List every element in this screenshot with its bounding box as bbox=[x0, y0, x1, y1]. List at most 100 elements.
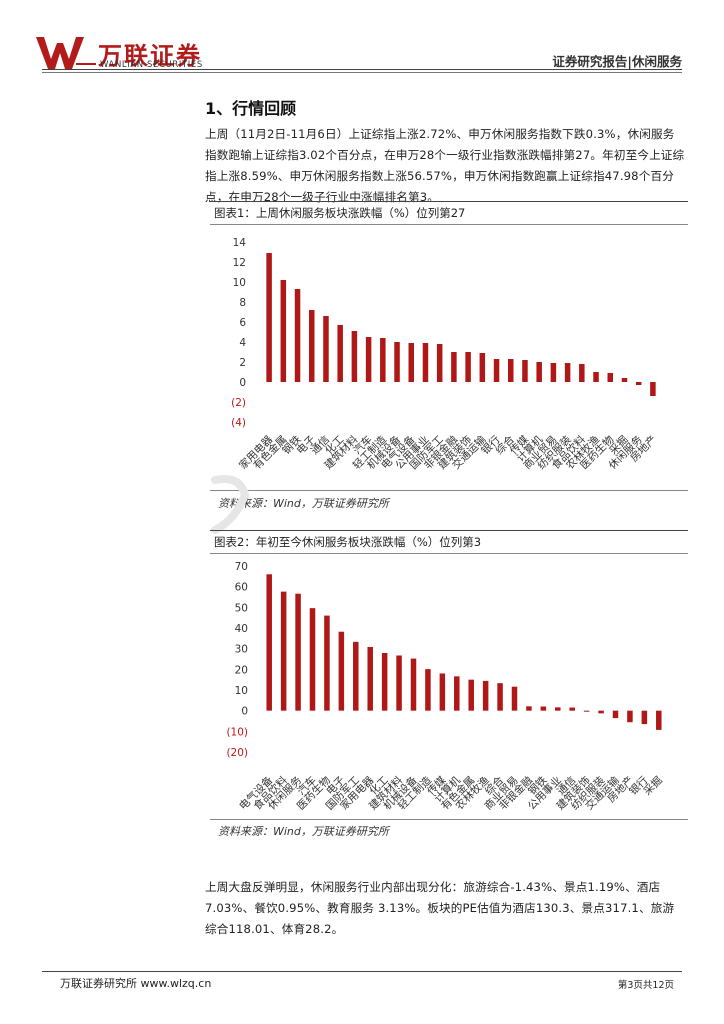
bar-轻工制造 bbox=[425, 669, 431, 711]
wanlian-logo-icon bbox=[36, 37, 96, 69]
y-tick-label: 0 bbox=[241, 706, 248, 718]
y-tick-label: 8 bbox=[239, 297, 246, 309]
bar-食品饮料 bbox=[579, 364, 585, 382]
bar-非银金融 bbox=[451, 352, 457, 382]
bar-建筑装饰 bbox=[465, 352, 471, 382]
bar-轻工制造 bbox=[380, 338, 386, 382]
bar-商业贸易 bbox=[511, 686, 518, 711]
bar-国防军工 bbox=[353, 641, 359, 711]
section-title: 1、行情回顾 bbox=[205, 99, 297, 118]
bar-综合 bbox=[497, 683, 503, 711]
bar-食品饮料 bbox=[280, 591, 287, 711]
figure2-title: 图表2：年初至今休闲服务板块涨跌幅（%）位列第3 bbox=[214, 535, 482, 549]
bar-机械设备 bbox=[394, 342, 400, 382]
figure2-bottom-rule bbox=[210, 819, 688, 820]
bar-农林牧渔 bbox=[593, 372, 599, 382]
y-tick-label: 4 bbox=[239, 337, 246, 349]
bar-建筑材料 bbox=[396, 655, 402, 711]
bar-电子 bbox=[309, 310, 315, 382]
sub-sector-paragraph: 上周大盘反弹明显，休闲服务行业内部出现分化：旅游综合-1.43%、景点1.19%… bbox=[205, 880, 675, 936]
chart1-weekly-change: 14121086420(2)(4)家用电器有色金属钢铁电子通信化工建筑材料汽车轻… bbox=[231, 237, 659, 472]
bar-电气设备 bbox=[408, 343, 414, 382]
bar-非银金融 bbox=[526, 706, 532, 711]
bar-纺织服装 bbox=[598, 710, 604, 714]
bar-钢铁 bbox=[294, 289, 301, 382]
chart2-ytd-change: 706050403020100(10)(20)电气设备食品饮料休闲服务汽车医药生… bbox=[226, 561, 664, 812]
y-tick-label: 10 bbox=[235, 685, 248, 697]
bar-房地产 bbox=[650, 382, 656, 396]
bar-休闲服务 bbox=[295, 593, 301, 711]
y-tick-label: 0 bbox=[239, 377, 246, 389]
watermark-icon bbox=[211, 475, 250, 534]
bar-采掘 bbox=[656, 710, 662, 730]
footer-divider bbox=[42, 971, 682, 972]
bar-纺织服装 bbox=[564, 363, 571, 382]
bar-传媒 bbox=[439, 673, 446, 711]
y-tick-label: 70 bbox=[235, 561, 248, 573]
bar-交通运输 bbox=[612, 710, 619, 719]
bar-国防军工 bbox=[436, 344, 443, 382]
report-category: 证券研究报告|休闲服务 bbox=[552, 54, 682, 69]
y-tick-label: 6 bbox=[239, 317, 246, 329]
bar-采掘 bbox=[621, 378, 628, 382]
bar-有色金属 bbox=[280, 280, 287, 382]
figure1-title: 图表1：上周休闲服务板块涨跌幅（%）位列第27 bbox=[214, 206, 466, 220]
y-tick-label: 2 bbox=[239, 357, 246, 369]
figure1-bottom-rule bbox=[210, 490, 688, 491]
figure1-title-rule bbox=[210, 224, 688, 225]
y-tick-label: 30 bbox=[235, 644, 248, 656]
bar-化工 bbox=[381, 653, 388, 711]
bar-商业贸易 bbox=[550, 363, 557, 382]
bar-农林牧渔 bbox=[482, 680, 489, 711]
figure1-source: 资料来源：Wind，万联证券研究所 bbox=[218, 497, 389, 510]
figure2-source: 资料来源：Wind，万联证券研究所 bbox=[218, 825, 389, 838]
bar-医药生物 bbox=[607, 373, 613, 382]
bar-电气设备 bbox=[266, 574, 272, 711]
bar-传媒 bbox=[522, 360, 528, 382]
y-tick-label: 50 bbox=[235, 602, 248, 614]
bar-建筑材料 bbox=[351, 331, 358, 382]
bar-医药生物 bbox=[324, 615, 330, 711]
bar-计算机 bbox=[536, 362, 542, 382]
logo-chinese-name: 万联证券 bbox=[98, 42, 202, 70]
page-number: 第3页共12页 bbox=[617, 980, 674, 991]
bar-计算机 bbox=[454, 676, 460, 711]
figure2-top-rule bbox=[210, 530, 688, 531]
footer-website: 万联证券研究所 www.wlzq.cn bbox=[60, 977, 212, 990]
header-divider bbox=[42, 69, 682, 70]
market-review-paragraph: 上周（11月2日-11月6日）上证综指上涨2.72%、申万休闲服务指数下跌0.3… bbox=[205, 127, 685, 204]
logo-english-name: WANLIAN SECURITIES bbox=[100, 60, 203, 70]
header-divider-thin bbox=[42, 72, 682, 73]
bar-银行 bbox=[493, 359, 500, 382]
bar-建筑装饰 bbox=[583, 710, 590, 712]
bar-有色金属 bbox=[468, 679, 474, 711]
bar-公用事业 bbox=[555, 707, 561, 711]
bar-汽车 bbox=[365, 337, 372, 382]
y-tick-label: 20 bbox=[235, 664, 248, 676]
bar-综合 bbox=[508, 359, 514, 382]
y-tick-label: (10) bbox=[226, 726, 248, 738]
bar-钢铁 bbox=[540, 706, 547, 711]
bar-房地产 bbox=[627, 710, 633, 723]
figure1-top-rule bbox=[210, 201, 688, 202]
y-tick-label: 60 bbox=[235, 582, 248, 594]
bar-汽车 bbox=[309, 608, 316, 711]
y-tick-label: (4) bbox=[231, 417, 246, 429]
bar-交通运输 bbox=[479, 353, 486, 382]
bar-通信 bbox=[323, 316, 329, 382]
bar-休闲服务 bbox=[635, 382, 642, 385]
bar-机械设备 bbox=[410, 658, 417, 711]
y-tick-label: 12 bbox=[233, 257, 246, 269]
bar-银行 bbox=[641, 710, 648, 725]
y-tick-label: (2) bbox=[231, 397, 246, 409]
bar-公用事业 bbox=[422, 343, 429, 382]
bar-家用电器 bbox=[367, 647, 373, 711]
bar-通信 bbox=[569, 707, 575, 711]
bar-家用电器 bbox=[266, 253, 272, 382]
y-tick-label: (20) bbox=[226, 747, 248, 759]
figure2-title-rule bbox=[210, 553, 688, 554]
y-tick-label: 10 bbox=[233, 277, 246, 289]
y-tick-label: 40 bbox=[235, 623, 248, 635]
bar-化工 bbox=[337, 325, 343, 382]
y-tick-label: 14 bbox=[233, 237, 247, 249]
